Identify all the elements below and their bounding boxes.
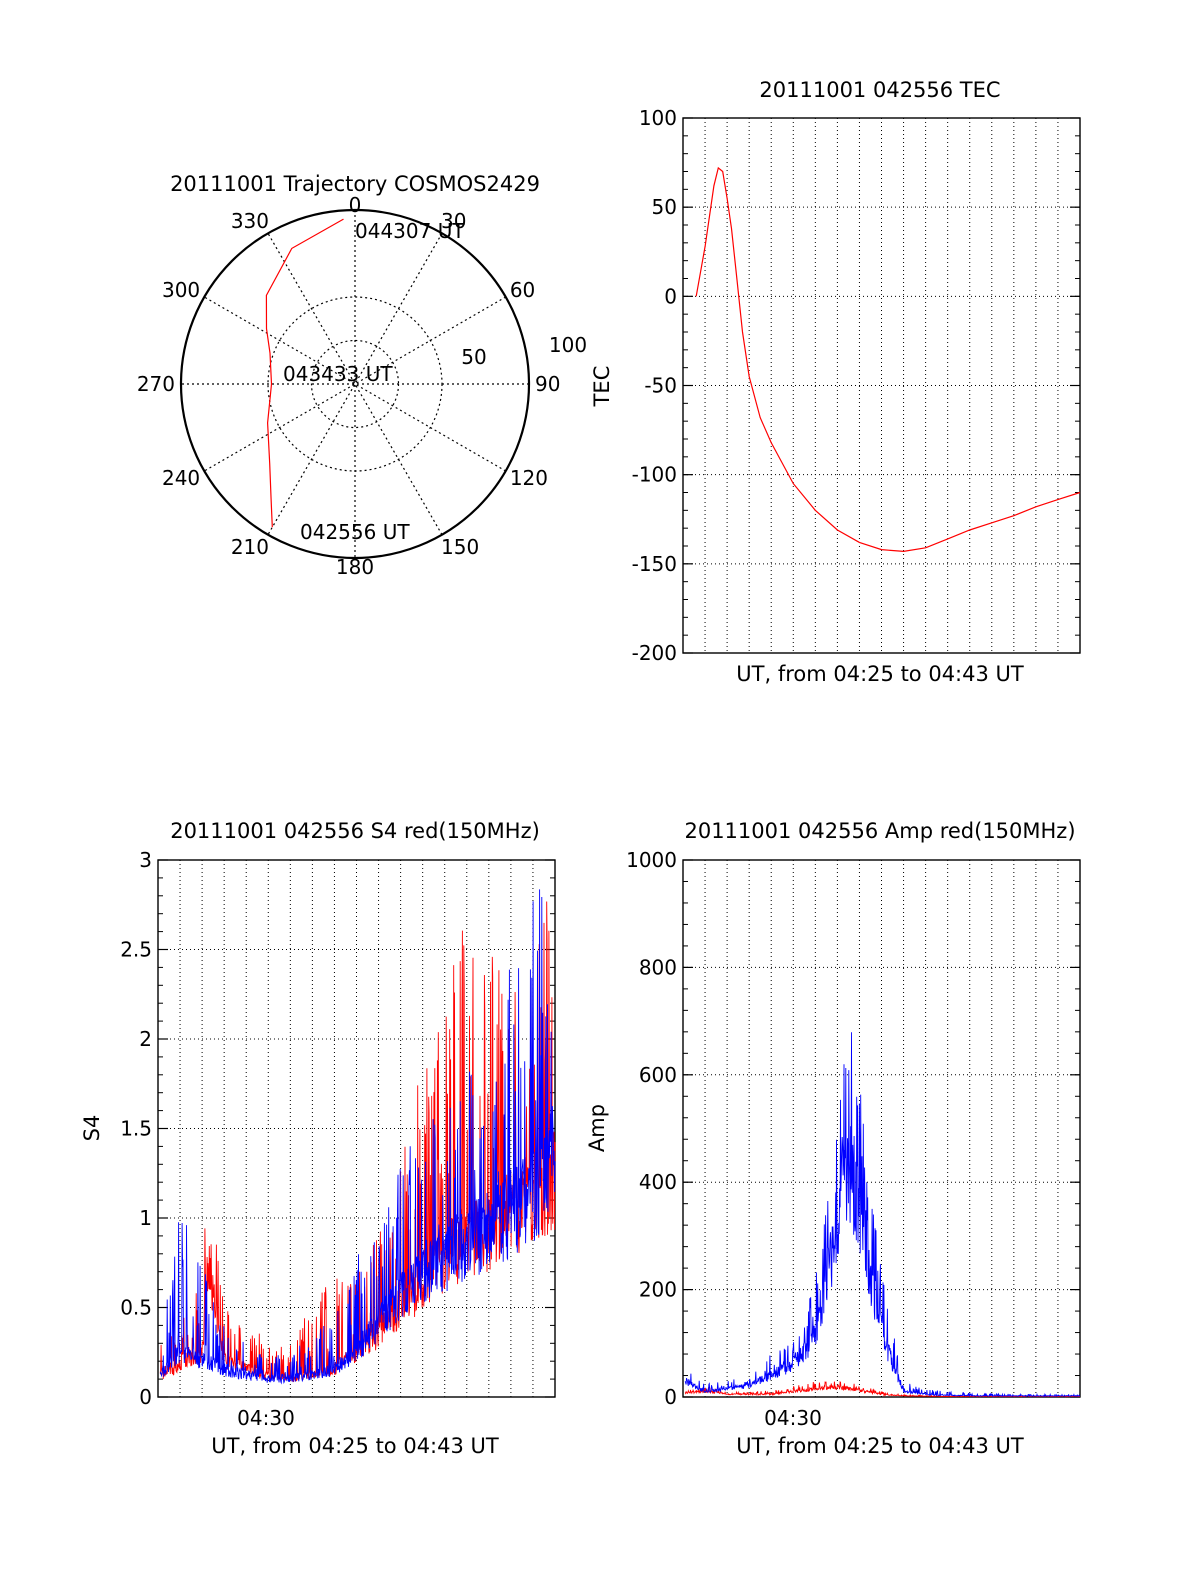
s4-y-axis-label: S4 <box>80 1115 104 1142</box>
tec-plot-frame <box>682 117 1081 654</box>
polar-angle-label-240: 240 <box>162 466 200 490</box>
polar-angle-label-180: 180 <box>336 555 374 579</box>
s4-y-tick-label: 2 <box>139 1027 152 1051</box>
tec-series <box>695 166 1081 553</box>
polar-radius-label-100: 100 <box>549 333 587 357</box>
amp-series <box>684 1032 1081 1398</box>
amp-series-blue <box>684 1032 1081 1398</box>
polar-title: 20111001 Trajectory COSMOS2429 <box>170 172 540 196</box>
annotation-mid-time: 043433 UT <box>283 362 393 386</box>
polar-angle-label-150: 150 <box>441 535 479 559</box>
s4-y-tick-label: 2.5 <box>120 938 152 962</box>
s4-y-tick-label: 1 <box>139 1206 152 1230</box>
polar-angle-labels: 0 30 60 90 120 150 180 210 240 270 300 330 <box>137 193 561 579</box>
s4-grid <box>157 859 556 1398</box>
s4-y-tick-label: 0.5 <box>120 1296 152 1320</box>
s4-line-chart: 20111001 042556 S4 red(150MHz) 3 2.5 2 1.5 1… <box>80 819 556 1458</box>
amp-x-axis-label: UT, from 04:25 to 04:43 UT <box>736 1434 1024 1458</box>
tec-y-tick-label: 100 <box>639 106 677 130</box>
tec-title: 20111001 042556 TEC <box>759 78 1000 102</box>
amp-y-tick-label: 1000 <box>626 848 677 872</box>
tec-series-red <box>695 166 1081 553</box>
tec-y-tick-label: -150 <box>632 552 677 576</box>
amp-x-tick-label: 04:30 <box>764 1406 822 1430</box>
amp-y-tick-label: 0 <box>664 1385 677 1409</box>
polar-spoke <box>267 233 443 535</box>
s4-x-axis-label: UT, from 04:25 to 04:43 UT <box>211 1434 499 1458</box>
trajectory-polar-chart: 20111001 Trajectory COSMOS2429 0 30 60 90 12… <box>137 172 587 579</box>
s4-x-tick-label: 04:30 <box>237 1406 295 1430</box>
polar-angle-label-0: 0 <box>349 193 362 217</box>
amp-series-red <box>684 1381 1080 1398</box>
polar-angle-label-270: 270 <box>137 372 175 396</box>
s4-y-tick-label: 0 <box>139 1385 152 1409</box>
annotation-end-time: 044307 UT <box>355 219 465 243</box>
tec-y-tick-label: -100 <box>632 463 677 487</box>
s4-plot-frame <box>157 859 556 1398</box>
tec-y-tick-label: 0 <box>664 284 677 308</box>
tec-y-tick-label: -200 <box>632 641 677 665</box>
amp-y-tick-label: 800 <box>639 955 677 979</box>
tec-line-chart: 20111001 042556 TEC 100 50 0 -50 -100 -150 -20… <box>590 78 1081 686</box>
tec-y-tick-label: -50 <box>644 374 677 398</box>
tec-y-axis-label: TEC <box>590 366 614 408</box>
tec-y-tick-label: 50 <box>652 195 677 219</box>
amp-title: 20111001 042556 Amp red(150MHz) <box>684 819 1075 843</box>
trajectory-series-line <box>265 218 344 528</box>
polar-radius-label-50: 50 <box>461 345 486 369</box>
s4-title: 20111001 042556 S4 red(150MHz) <box>170 819 540 843</box>
tec-y-ticks: 100 50 0 -50 -100 -150 -200 <box>632 106 677 665</box>
amp-y-tick-label: 400 <box>639 1170 677 1194</box>
s4-y-tick-label: 1.5 <box>120 1117 152 1141</box>
polar-angle-label-210: 210 <box>231 535 269 559</box>
polar-grid <box>179 208 531 560</box>
s4-series-blue <box>159 889 556 1385</box>
amp-line-chart: 20111001 042556 Amp red(150MHz) 1000 800 6… <box>585 819 1081 1458</box>
annotation-start-time: 042556 UT <box>300 520 410 544</box>
amp-y-tick-label: 200 <box>639 1278 677 1302</box>
amp-y-axis-label: Amp <box>585 1104 609 1152</box>
polar-angle-label-30: 30 <box>441 209 466 233</box>
amp-y-ticks: 1000 800 600 400 200 0 <box>626 848 677 1409</box>
polar-angle-label-300: 300 <box>162 278 200 302</box>
s4-series <box>159 889 556 1385</box>
amp-y-tick-label: 600 <box>639 1063 677 1087</box>
polar-angle-label-120: 120 <box>510 466 548 490</box>
polar-angle-label-90: 90 <box>535 372 560 396</box>
polar-spoke <box>267 233 443 535</box>
tec-x-axis-label: UT, from 04:25 to 04:43 UT <box>736 662 1024 686</box>
s4-y-ticks: 3 2.5 2 1.5 1 0.5 0 <box>120 848 152 1409</box>
amp-plot-frame <box>682 859 1081 1398</box>
polar-angle-label-60: 60 <box>510 278 535 302</box>
s4-y-tick-label: 3 <box>139 848 152 872</box>
tec-grid <box>682 117 1081 654</box>
polar-angle-label-330: 330 <box>231 209 269 233</box>
